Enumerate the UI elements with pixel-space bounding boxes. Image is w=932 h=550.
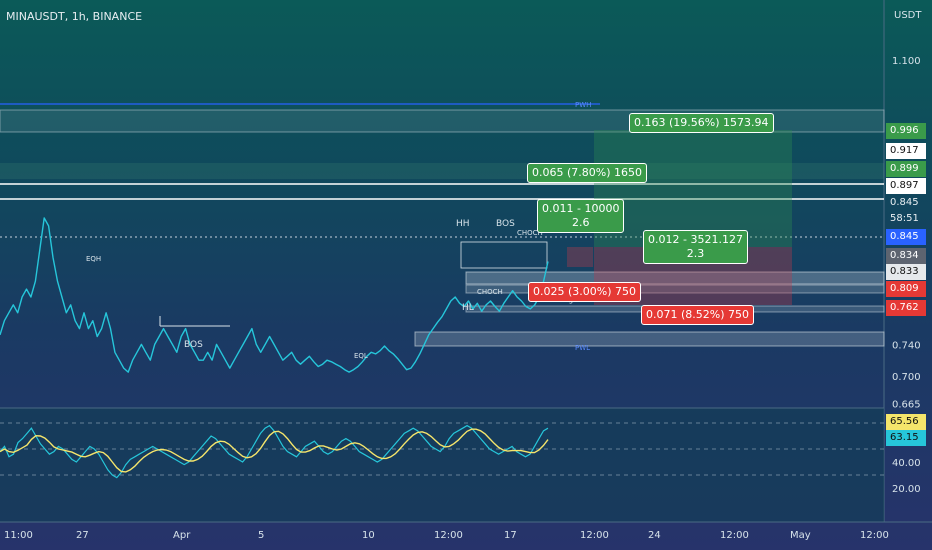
position-label-line1: 0.011 - 10000 — [542, 202, 620, 215]
time-axis-label: 11:00 — [4, 530, 33, 541]
time-axis-label: 17 — [504, 530, 517, 541]
range-box — [460, 241, 548, 269]
annotation-label: HL — [462, 303, 474, 313]
price-tick-label: 1.100 — [892, 56, 921, 67]
short-stop-box — [567, 247, 593, 267]
time-axis-label: 24 — [648, 530, 661, 541]
rsi-tick-label: 40.00 — [892, 458, 921, 469]
rsi-line — [0, 424, 549, 479]
position-label-line1: 0.071 (8.52%) 750 — [646, 308, 750, 321]
annotation-label: EQL — [354, 352, 368, 360]
demand-zone-2 — [465, 284, 885, 294]
position-label-line2: 2.3 — [686, 247, 705, 260]
annotation-label: BOS — [496, 219, 515, 229]
price-tag: 0.762 — [886, 300, 926, 316]
supply-zone — [0, 163, 884, 179]
position-label: 0.071 (8.52%) 750 — [641, 305, 755, 325]
position-label-line2: 2.6 — [571, 216, 590, 229]
position-label: 0.065 (7.80%) 1650 — [527, 163, 648, 183]
position-label: 0.011 - 10000 2.6 — [537, 199, 625, 233]
annotation-label: BOS — [184, 340, 203, 350]
price-tag: 0.809 — [886, 281, 926, 297]
price-tag: 0.845 — [890, 197, 919, 208]
time-axis-label: 12:00 — [580, 530, 609, 541]
time-axis-label: 10 — [362, 530, 375, 541]
time-axis-label: 12:00 — [860, 530, 889, 541]
rsi-tag: 63.15 — [886, 430, 926, 446]
position-label-line1: 0.163 (19.56%) 1573.94 — [634, 116, 769, 129]
time-axis-label: 27 — [76, 530, 89, 541]
pwl-label: PWL — [575, 344, 590, 352]
price-tag: 0.845 — [886, 229, 926, 245]
price-tag: 0.917 — [886, 143, 926, 159]
time-axis-label: Apr — [173, 530, 191, 541]
price-tag: 0.899 — [886, 161, 926, 177]
time-axis-label: 12:00 — [434, 530, 463, 541]
price-tick-label: 0.700 — [892, 372, 921, 383]
position-label-line1: 0.065 (7.80%) 1650 — [532, 166, 643, 179]
annotation-label: EQH — [86, 255, 101, 263]
price-tick-label: 0.740 — [892, 340, 921, 351]
annotation-label: CHOCH — [477, 288, 503, 296]
pwl-zone — [414, 331, 885, 347]
chart-title: MINAUSDT, 1h, BINANCE — [6, 10, 143, 23]
rsi-ma-line — [0, 428, 549, 473]
position-label: 0.025 (3.00%) 750 — [528, 282, 642, 302]
currency-label: USDT — [894, 10, 922, 21]
price-tag: 0.996 — [886, 123, 926, 139]
time-axis-label: 5 — [258, 530, 264, 541]
rsi-tick-label: 20.00 — [892, 484, 921, 495]
annotation-label: CHOCH — [517, 229, 543, 237]
pwh-label: PWH — [575, 101, 591, 109]
price-line — [0, 217, 549, 373]
annotation-label: HH — [456, 219, 470, 229]
position-label: 0.163 (19.56%) 1573.94 — [629, 113, 774, 133]
price-tag: 0.897 — [886, 178, 926, 194]
long-target-box — [594, 130, 792, 247]
price-tag: 58:51 — [890, 213, 919, 224]
price-tag: 0.834 — [886, 248, 926, 264]
position-label: 0.012 - 3521.127 2.3 — [643, 230, 748, 264]
rsi-tag: 65.56 — [886, 414, 926, 430]
rsi-panel-bg — [0, 408, 884, 522]
price-tag: 0.833 — [886, 264, 926, 280]
position-label-line1: 0.025 (3.00%) 750 — [533, 285, 637, 298]
position-label-line1: 0.012 - 3521.127 — [648, 233, 743, 246]
demand-zone-1 — [465, 271, 885, 285]
time-axis-label: 12:00 — [720, 530, 749, 541]
time-axis-label: May — [790, 530, 811, 541]
price-tick-label: 0.665 — [892, 400, 921, 411]
